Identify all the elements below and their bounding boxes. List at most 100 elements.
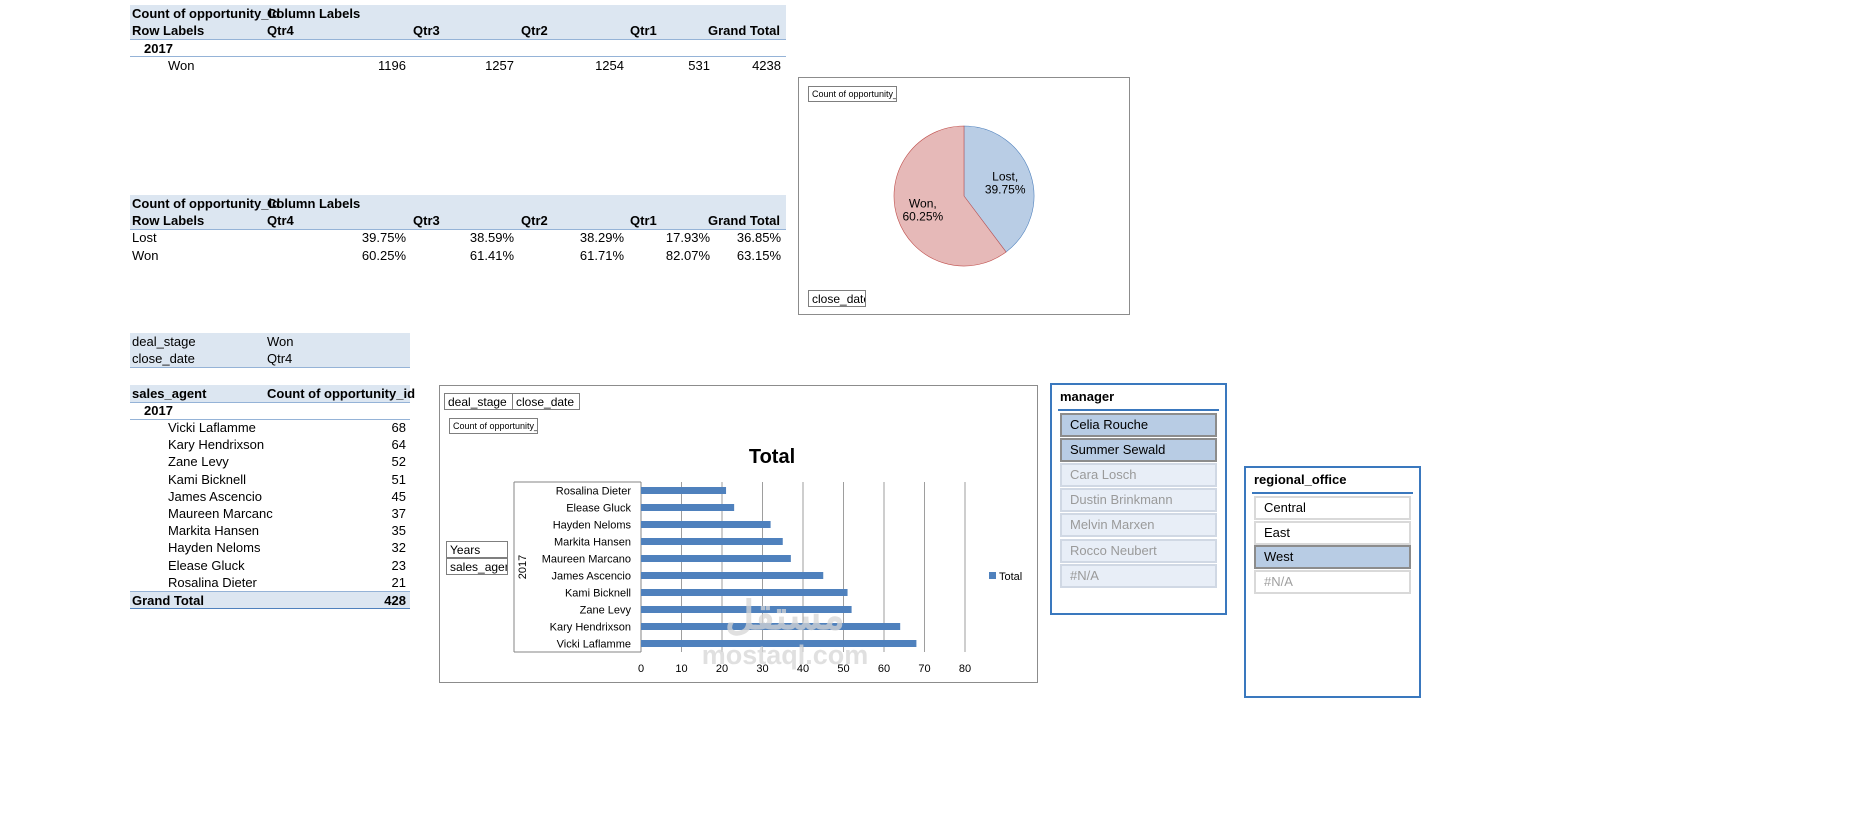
row-button-sales-agent[interactable]: sales_agent (446, 558, 508, 575)
pivot-header-band (130, 195, 786, 229)
pie-chart[interactable]: Count of opportunity_id close_date Lost,… (798, 77, 1130, 315)
grand-total-value: 428 (384, 593, 406, 608)
slicer-item[interactable]: Central (1254, 496, 1411, 520)
agent-row-label[interactable]: Rosalina Dieter (168, 574, 257, 590)
agent-row-label[interactable]: Kary Hendrixson (168, 437, 265, 453)
table-cell: 1254 (595, 58, 624, 73)
agent-row-value: 37 (391, 506, 406, 521)
bar-svg: Total 0 10 20 30 40 50 60 70 80 2017 Rosalina Diete… (513, 446, 1022, 675)
column-header-qtr2: Qtr2 (521, 23, 548, 38)
pivot-row-labels[interactable]: Row Labels (132, 213, 205, 228)
bar (641, 623, 901, 630)
bar-value-field-button[interactable]: Count of opportunity_id (449, 418, 538, 434)
x-tick-label: 80 (959, 663, 971, 675)
pie-axis-field-button[interactable]: close_date (808, 290, 866, 307)
pie-data-label-won-percent: 60.25% (902, 210, 943, 224)
slicer-item[interactable]: Melvin Marxen (1060, 513, 1217, 538)
year-rule (130, 56, 786, 57)
row-label-won[interactable]: Won (132, 248, 159, 263)
category-label: Elease Gluck (566, 503, 631, 515)
filter-value-close-date[interactable]: Qtr4 (267, 351, 293, 366)
row-button-years[interactable]: Years (446, 541, 508, 558)
slicer-item[interactable]: #N/A (1060, 563, 1217, 588)
table-cell: 82.07% (665, 248, 710, 263)
row-year[interactable]: 2017 (144, 41, 173, 56)
pivot-row-labels[interactable]: Row Labels (132, 23, 205, 38)
slicer-item[interactable]: Rocco Neubert (1060, 538, 1217, 563)
slicer-item[interactable]: Summer Sewald (1060, 438, 1217, 463)
table-cell: 61.71% (579, 248, 624, 263)
bar-chart[interactable]: deal_stage close_date Count of opportuni… (439, 385, 1038, 683)
slicer-item[interactable]: Dustin Brinkmann (1060, 488, 1217, 513)
slicer-item[interactable]: Celia Rouche (1060, 413, 1217, 437)
table-cell: 17.93% (665, 230, 710, 245)
pivot-value-field[interactable]: Count of opportunity_id (132, 196, 281, 211)
pivot-value-field[interactable]: Count of opportunity_id (267, 386, 416, 401)
x-tick-label: 0 (638, 663, 644, 675)
agent-row-label[interactable]: Kami Bicknell (168, 471, 247, 487)
pie-slice-lost[interactable] (963, 125, 1035, 253)
category-label: James Ascencio (552, 571, 631, 583)
slicer-title: regional_office (1254, 472, 1347, 487)
legend-swatch (989, 572, 996, 579)
chart-title: Total (749, 446, 795, 468)
slicer-item[interactable]: Cara Losch (1060, 463, 1217, 488)
pivot-column-labels[interactable]: Column Labels (267, 6, 361, 21)
category-label: Kary Hendrixson (550, 622, 631, 634)
pie-data-label-lost: Lost, (992, 169, 1018, 183)
category-label: Zane Levy (580, 605, 632, 617)
agent-row-label[interactable]: Hayden Neloms (168, 540, 261, 556)
column-header-qtr1: Qtr1 (630, 213, 657, 228)
category-label: Rosalina Dieter (556, 486, 632, 498)
table-cell: 60.25% (361, 248, 406, 263)
regional-office-slicer[interactable]: regional_office Central East West #N/A (1244, 466, 1421, 698)
pivot-column-labels[interactable]: Column Labels (267, 196, 361, 211)
pie-slice-won[interactable] (893, 125, 1007, 267)
agent-row-label[interactable]: Elease Gluck (168, 557, 245, 573)
agent-row-value: 51 (391, 471, 406, 487)
x-tick-label: 40 (797, 663, 809, 675)
header-rule (130, 39, 786, 40)
table-cell: 39.75% (361, 230, 406, 245)
watermark-url: mostaql.com (701, 640, 869, 670)
bar (641, 640, 917, 647)
table-cell: 38.59% (469, 230, 514, 245)
grand-total-label: Grand Total (132, 593, 204, 608)
filter-button-close-date[interactable]: close_date (512, 393, 580, 410)
manager-slicer[interactable]: manager Celia Rouche Summer Sewald Cara Lo… (1050, 383, 1227, 615)
slicer-item[interactable]: East (1254, 520, 1411, 545)
agent-row-label[interactable]: Maureen Marcanc (168, 506, 273, 521)
x-tick-label: 30 (756, 663, 768, 675)
agent-row-label[interactable]: James Ascencio (168, 488, 262, 504)
pie-value-field-button[interactable]: Count of opportunity_id (808, 86, 897, 102)
header-rule (130, 229, 786, 230)
x-tick-label: 70 (918, 663, 930, 675)
pivot-row-field[interactable]: sales_agent (132, 386, 207, 401)
agent-row-label[interactable]: Zane Levy (168, 454, 229, 470)
pivot-header-band (130, 5, 786, 39)
column-header-qtr3: Qtr3 (413, 23, 440, 38)
agent-row-label[interactable]: Vicki Laflamme (168, 420, 256, 435)
table-cell: 38.29% (579, 230, 624, 245)
row-year[interactable]: 2017 (144, 403, 173, 418)
slicer-title: manager (1060, 389, 1115, 404)
pivot-value-field[interactable]: Count of opportunity_id (132, 6, 281, 21)
bar (641, 487, 727, 494)
bar (641, 521, 771, 528)
pie-svg: Lost, 39.75% Won, 60.25% (893, 125, 1035, 267)
slicer-item[interactable]: West (1254, 545, 1411, 570)
bar (641, 504, 735, 511)
x-tick-label: 60 (878, 663, 890, 675)
filter-field-close-date: close_date (132, 351, 195, 366)
category-label: Markita Hansen (554, 537, 631, 549)
column-header-qtr2: Qtr2 (521, 213, 548, 228)
filter-value-deal-stage[interactable]: Won (267, 334, 294, 349)
slicer-item[interactable]: #N/A (1254, 569, 1411, 594)
table-cell: 36.85% (736, 230, 781, 245)
agent-row-label[interactable]: Markita Hansen (168, 523, 260, 539)
bar (641, 555, 791, 562)
x-tick-label: 50 (837, 663, 849, 675)
category-label: Hayden Neloms (553, 520, 632, 532)
agent-row-value: 52 (391, 454, 406, 470)
row-label-lost[interactable]: Lost (132, 230, 157, 245)
